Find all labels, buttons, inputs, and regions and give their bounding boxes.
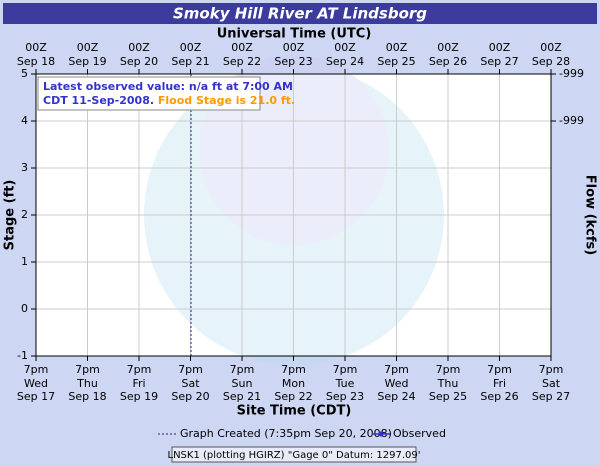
x-tick-day: Fri [493, 377, 506, 390]
x-tick-time: 7pm [127, 363, 152, 376]
top-tick-date: Sep 18 [17, 55, 55, 68]
x-tick-date: Sep 19 [120, 390, 158, 403]
x-tick-date: Sep 20 [171, 390, 209, 403]
y-axis-label: Stage (ft) [3, 180, 18, 251]
annotation-observed: Latest observed value: n/a ft at 7:00 AM [43, 80, 293, 93]
annotation-box [37, 76, 261, 111]
x-tick-date: Sep 24 [377, 390, 415, 403]
title-bar [3, 3, 597, 24]
x-tick-time: 7pm [24, 363, 49, 376]
annotation-flood: Flood Stage is 21.0 ft. [158, 94, 295, 107]
x-tick-time: 7pm [384, 363, 409, 376]
y-tick-label: 0 [21, 302, 28, 315]
x-tick-day: Sat [181, 377, 200, 390]
x-tick-time: 7pm [230, 363, 255, 376]
x-tick-time: 7pm [487, 363, 512, 376]
x-tick-date: Sep 25 [429, 390, 467, 403]
x-tick-date: Sep 26 [480, 390, 518, 403]
top-tick-date: Sep 24 [326, 55, 364, 68]
y-tick-label: -1 [17, 349, 28, 362]
top-tick-date: Sep 23 [274, 55, 312, 68]
top-tick-date: Sep 20 [120, 55, 158, 68]
top-tick-time: 00Z [77, 41, 99, 54]
top-tick-time: 00Z [437, 41, 459, 54]
x-tick-day: Wed [385, 377, 409, 390]
y-tick-label: 2 [21, 208, 28, 221]
top-tick-date: Sep 25 [377, 55, 415, 68]
y-tick-label: 1 [21, 255, 28, 268]
x-tick-day: Sat [542, 377, 561, 390]
top-tick-time: 00Z [489, 41, 511, 54]
top-tick-time: 00Z [386, 41, 408, 54]
x-tick-time: 7pm [75, 363, 100, 376]
top-tick-time: 00Z [180, 41, 202, 54]
x-tick-time: 7pm [178, 363, 203, 376]
top-tick-time: 00Z [25, 41, 47, 54]
annotation-line-2: CDT 11-Sep-2008. Flood Stage is 21.0 ft. [43, 94, 295, 107]
top-tick-date: Sep 22 [223, 55, 261, 68]
annotation-date: CDT 11-Sep-2008. [43, 94, 154, 107]
x-tick-date: Sep 27 [532, 390, 570, 403]
top-tick-date: Sep 26 [429, 55, 467, 68]
x-tick-day: Tue [335, 377, 355, 390]
top-tick-date: Sep 27 [480, 55, 518, 68]
legend-observed-dot [378, 431, 384, 437]
x-tick-time: 7pm [281, 363, 306, 376]
x-tick-date: Sep 18 [68, 390, 106, 403]
y-tick-label: 5 [21, 67, 28, 80]
x-tick-time: 7pm [539, 363, 564, 376]
top-tick-time: 00Z [334, 41, 356, 54]
top-tick-time: 00Z [540, 41, 562, 54]
legend-observed: Observed [393, 427, 446, 440]
x-axis-label: Site Time (CDT) [237, 404, 352, 419]
chart-title: Smoky Hill River AT Lindsborg [173, 5, 427, 23]
footnote-box [171, 446, 417, 463]
x-tick-day: Fri [132, 377, 145, 390]
legend-created: Graph Created (7:35pm Sep 20, 2008) [180, 427, 392, 440]
top-tick-date: Sep 28 [532, 55, 570, 68]
x-tick-day: Sun [232, 377, 253, 390]
top-tick-time: 00Z [231, 41, 253, 54]
top-axis-label: Universal Time (UTC) [217, 27, 372, 42]
y2-tick-label: -999 [559, 114, 584, 127]
top-tick-time: 00Z [283, 41, 305, 54]
x-tick-time: 7pm [333, 363, 358, 376]
y2-tick-label: -999 [559, 67, 584, 80]
x-tick-day: Mon [282, 377, 305, 390]
x-tick-day: Thu [437, 377, 459, 390]
x-tick-date: Sep 23 [326, 390, 364, 403]
x-tick-date: Sep 22 [274, 390, 312, 403]
x-tick-date: Sep 17 [17, 390, 55, 403]
x-tick-time: 7pm [436, 363, 461, 376]
top-tick-date: Sep 19 [68, 55, 106, 68]
y-tick-label: 3 [21, 161, 28, 174]
y2-axis-label: Flow (kcfs) [583, 175, 598, 255]
x-tick-day: Thu [76, 377, 98, 390]
top-tick-date: Sep 21 [171, 55, 209, 68]
footnote: LNSK1 (plotting HGIRZ) "Gage 0" Datum: 1… [168, 450, 421, 461]
x-tick-date: Sep 21 [223, 390, 261, 403]
y-tick-label: 4 [21, 114, 28, 127]
top-tick-time: 00Z [128, 41, 150, 54]
x-tick-day: Wed [24, 377, 48, 390]
